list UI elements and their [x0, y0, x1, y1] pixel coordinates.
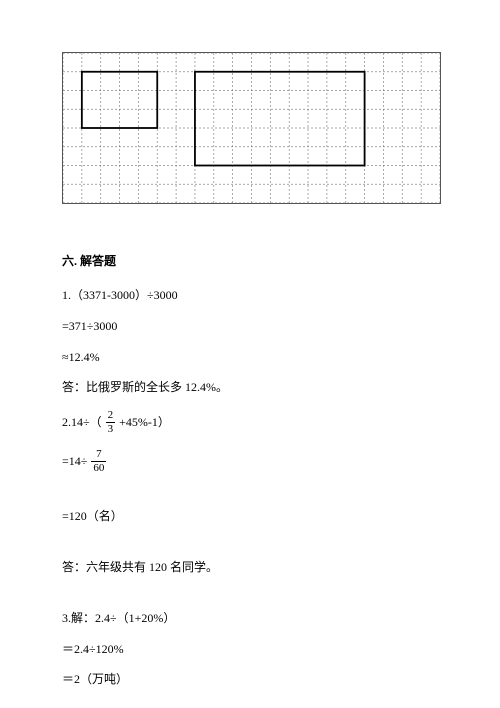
- q3-line2: ＝2.4÷120%: [62, 641, 442, 658]
- q2-frac1-num: 2: [106, 410, 116, 423]
- q1-line3: ≈12.4%: [62, 349, 442, 366]
- q1-answer: 答：比俄罗斯的全长多 12.4%。: [62, 379, 442, 396]
- q3-line3: ＝2（万吨）: [62, 671, 442, 688]
- q2-line1: 2.14÷（ 2 3 +45%-1）: [62, 410, 442, 435]
- section-title: 六. 解答题: [62, 252, 442, 269]
- q2-line2-pre: =14÷: [62, 453, 87, 470]
- q2-frac1-den: 3: [106, 423, 116, 435]
- q1-line2: =371÷3000: [62, 318, 442, 335]
- q2-frac2: 7 60: [91, 449, 106, 474]
- q2-answer: 答：六年级共有 120 名同学。: [62, 559, 442, 576]
- q1-line1: 1.（3371-3000）÷3000: [62, 287, 442, 304]
- content-area: 六. 解答题 1.（3371-3000）÷3000 =371÷3000 ≈12.…: [62, 252, 442, 702]
- q2-line2: =14÷ 7 60: [62, 449, 442, 474]
- q2-suffix1: +45%-1）: [119, 414, 170, 431]
- q2-line3: =120（名）: [62, 508, 442, 525]
- grid-figure: [62, 52, 441, 204]
- q3-line1: 3.解：2.4÷（1+20%）: [62, 610, 442, 627]
- q2-frac2-den: 60: [91, 462, 106, 474]
- q2-prefix: 2.14÷（: [62, 414, 102, 431]
- q2-frac2-num: 7: [91, 449, 106, 462]
- q2-frac1: 2 3: [106, 410, 116, 435]
